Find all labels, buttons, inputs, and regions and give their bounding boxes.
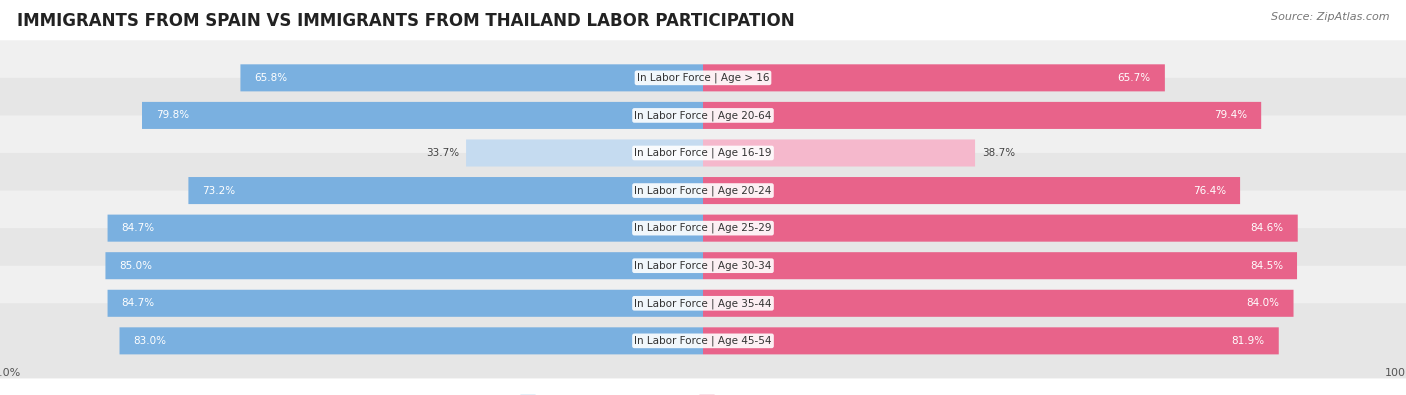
Text: 73.2%: 73.2% <box>202 186 236 196</box>
FancyBboxPatch shape <box>0 228 1406 303</box>
Text: 76.4%: 76.4% <box>1192 186 1226 196</box>
Text: In Labor Force | Age 45-54: In Labor Force | Age 45-54 <box>634 336 772 346</box>
Text: In Labor Force | Age 20-64: In Labor Force | Age 20-64 <box>634 110 772 120</box>
Text: In Labor Force | Age 20-24: In Labor Force | Age 20-24 <box>634 185 772 196</box>
FancyBboxPatch shape <box>703 327 1279 354</box>
FancyBboxPatch shape <box>107 290 703 317</box>
FancyBboxPatch shape <box>188 177 703 204</box>
FancyBboxPatch shape <box>0 40 1406 115</box>
Text: In Labor Force | Age 35-44: In Labor Force | Age 35-44 <box>634 298 772 308</box>
Text: IMMIGRANTS FROM SPAIN VS IMMIGRANTS FROM THAILAND LABOR PARTICIPATION: IMMIGRANTS FROM SPAIN VS IMMIGRANTS FROM… <box>17 12 794 30</box>
Text: 65.8%: 65.8% <box>254 73 288 83</box>
FancyBboxPatch shape <box>703 139 976 167</box>
Text: In Labor Force | Age 16-19: In Labor Force | Age 16-19 <box>634 148 772 158</box>
Text: 85.0%: 85.0% <box>120 261 152 271</box>
Text: Source: ZipAtlas.com: Source: ZipAtlas.com <box>1271 12 1389 22</box>
Text: 65.7%: 65.7% <box>1118 73 1152 83</box>
FancyBboxPatch shape <box>107 214 703 242</box>
Text: In Labor Force | Age > 16: In Labor Force | Age > 16 <box>637 73 769 83</box>
Text: 84.0%: 84.0% <box>1247 298 1279 308</box>
Text: 84.6%: 84.6% <box>1250 223 1284 233</box>
FancyBboxPatch shape <box>0 153 1406 228</box>
Text: 81.9%: 81.9% <box>1232 336 1265 346</box>
Text: 84.7%: 84.7% <box>121 223 155 233</box>
FancyBboxPatch shape <box>703 64 1166 91</box>
FancyBboxPatch shape <box>703 214 1298 242</box>
FancyBboxPatch shape <box>465 139 703 167</box>
Text: 79.8%: 79.8% <box>156 111 190 120</box>
Legend: Immigrants from Spain, Immigrants from Thailand: Immigrants from Spain, Immigrants from T… <box>515 389 891 395</box>
FancyBboxPatch shape <box>120 327 703 354</box>
FancyBboxPatch shape <box>0 115 1406 190</box>
Text: 83.0%: 83.0% <box>134 336 166 346</box>
Text: 84.5%: 84.5% <box>1250 261 1282 271</box>
FancyBboxPatch shape <box>142 102 703 129</box>
Text: 33.7%: 33.7% <box>426 148 458 158</box>
FancyBboxPatch shape <box>703 290 1294 317</box>
FancyBboxPatch shape <box>703 102 1261 129</box>
FancyBboxPatch shape <box>0 266 1406 341</box>
FancyBboxPatch shape <box>0 190 1406 266</box>
FancyBboxPatch shape <box>0 303 1406 378</box>
FancyBboxPatch shape <box>703 252 1296 279</box>
FancyBboxPatch shape <box>240 64 703 91</box>
FancyBboxPatch shape <box>703 177 1240 204</box>
Text: In Labor Force | Age 25-29: In Labor Force | Age 25-29 <box>634 223 772 233</box>
Text: In Labor Force | Age 30-34: In Labor Force | Age 30-34 <box>634 260 772 271</box>
Text: 38.7%: 38.7% <box>981 148 1015 158</box>
Text: 79.4%: 79.4% <box>1213 111 1247 120</box>
Text: 84.7%: 84.7% <box>121 298 155 308</box>
FancyBboxPatch shape <box>0 78 1406 153</box>
FancyBboxPatch shape <box>105 252 703 279</box>
